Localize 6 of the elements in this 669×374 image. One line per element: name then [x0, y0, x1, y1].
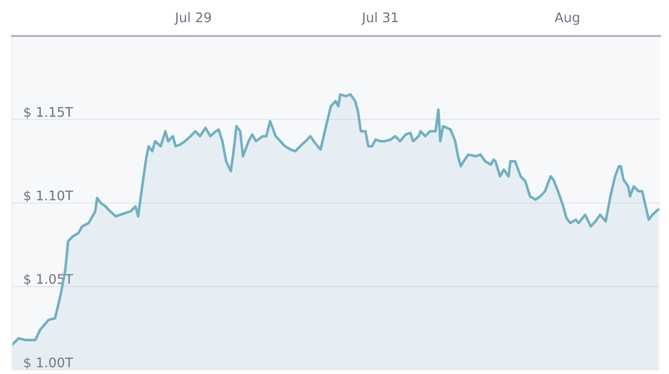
- x-tick-label: Jul 31: [361, 12, 398, 25]
- y-tick-label: $ 1.10T: [24, 190, 74, 202]
- y-tick-label: $ 1.00T: [24, 357, 74, 370]
- y-tick-label: $ 1.15T: [24, 106, 74, 119]
- x-tick-label: Aug: [554, 12, 580, 25]
- x-tick-label: Jul 29: [174, 12, 211, 25]
